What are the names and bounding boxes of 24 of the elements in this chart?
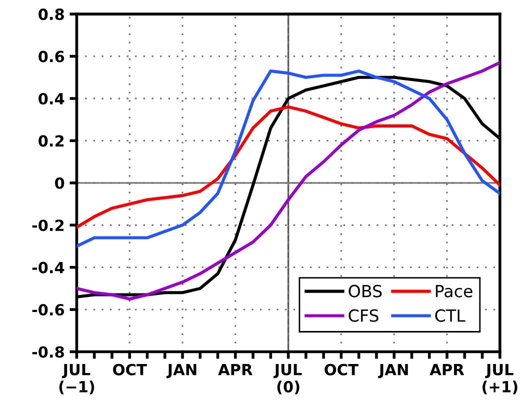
y-tick-label: -0.8 [32, 346, 64, 358]
y-tick-label: 0.2 [38, 135, 64, 147]
legend-label: Pace [436, 285, 472, 298]
y-tick-label: -0.6 [32, 304, 64, 316]
y-tick-label: -0.2 [32, 220, 64, 232]
y-tick-label: 0 [55, 177, 64, 189]
x-tick-label: JAN [378, 364, 408, 378]
legend-label: CTL [435, 309, 466, 322]
x-tick-label: APR [218, 364, 252, 376]
y-tick-label: 0.4 [38, 92, 64, 105]
x-tick-label: OCT [324, 364, 358, 376]
legend-label: OBS [348, 284, 382, 298]
legend-label: CFS [348, 309, 378, 322]
x-tick-label: JUL (0) [274, 364, 302, 394]
x-tick-label: JUL (−1) [59, 364, 94, 394]
line-series [76, 105, 500, 229]
y-tick-label: 0.6 [38, 50, 64, 62]
x-tick-label: OCT [113, 364, 147, 376]
line-series [76, 70, 500, 248]
y-tick-label: 0.8 [38, 8, 64, 20]
x-tick-label: JUL (+1) [482, 364, 518, 394]
x-tick-label: APR [430, 364, 464, 376]
y-tick-label: -0.4 [32, 262, 64, 274]
x-tick-label: JAN [166, 364, 196, 378]
